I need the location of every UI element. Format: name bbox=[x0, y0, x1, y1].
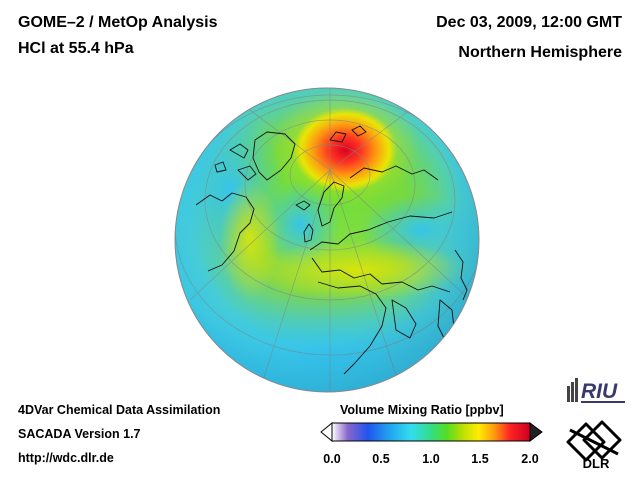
map-title: GOME–2 / MetOp Analysis bbox=[18, 14, 218, 31]
colorbar-tick: 2.0 bbox=[521, 452, 539, 466]
website-link[interactable]: http://wdc.dlr.de bbox=[18, 451, 114, 465]
colorbar-tick: 1.5 bbox=[471, 452, 489, 466]
colorbar-high-arrow bbox=[529, 422, 543, 442]
riu-logo: RIU bbox=[567, 378, 625, 403]
colorbar bbox=[320, 422, 543, 442]
colorbar-tick: 0.0 bbox=[323, 452, 341, 466]
colorbar-tick: 0.5 bbox=[372, 452, 390, 466]
dlr-logo: DLR bbox=[566, 420, 622, 470]
riu-logo-text: RIU bbox=[581, 380, 618, 403]
colorbar-title: Volume Mixing Ratio [ppbv] bbox=[340, 403, 504, 417]
colorbar-low-arrow bbox=[320, 422, 333, 442]
colorbar-scale bbox=[331, 422, 531, 442]
method-label: 4DVar Chemical Data Assimilation bbox=[18, 403, 221, 417]
version-label: SACADA Version 1.7 bbox=[18, 427, 141, 441]
dlr-logo-text: DLR bbox=[583, 456, 610, 470]
map-subtitle: HCl at 55.4 hPa bbox=[18, 40, 134, 57]
date-time-label: Dec 03, 2009, 12:00 GMT bbox=[436, 14, 622, 31]
hemisphere-label: Northern Hemisphere bbox=[458, 44, 622, 61]
colorbar-tick: 1.0 bbox=[422, 452, 440, 466]
